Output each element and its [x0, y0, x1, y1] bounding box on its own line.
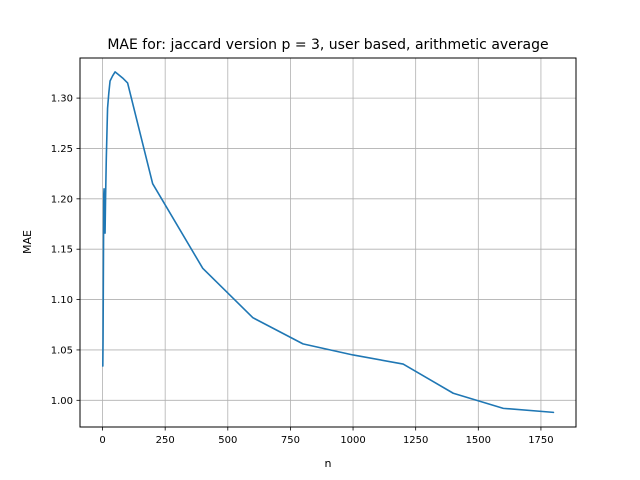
y-axis: 1.00 1.05 1.10 1.15 1.20 1.25 1.30: [51, 94, 80, 407]
y-tick-label: 1.05: [51, 345, 73, 356]
x-tick-label: 750: [281, 435, 300, 446]
series-layer: [102, 71, 555, 414]
x-tick-label: 1500: [466, 435, 491, 446]
x-axis-label: n: [325, 457, 332, 470]
x-tick-label: 500: [218, 435, 237, 446]
x-tick-label: 1000: [340, 435, 365, 446]
series-line: [102, 71, 555, 414]
x-axis: 0 250 500 750 1000 1250 1500 1750: [99, 427, 554, 446]
y-tick-label: 1.00: [51, 396, 73, 407]
plot-frame: [79, 57, 577, 428]
y-tick-label: 1.10: [51, 295, 73, 306]
x-tick-label: 1750: [528, 435, 553, 446]
grid: [80, 58, 576, 427]
y-tick-label: 1.15: [51, 245, 73, 256]
x-tick-label: 250: [156, 435, 175, 446]
x-tick-label: 1250: [403, 435, 428, 446]
y-axis-label: MAE: [21, 230, 34, 254]
chart-title: MAE for: jaccard version p = 3, user bas…: [107, 37, 548, 53]
y-tick-label: 1.30: [51, 94, 73, 105]
y-tick-label: 1.20: [51, 194, 73, 205]
x-tick-label: 0: [99, 435, 105, 446]
y-tick-label: 1.25: [51, 144, 73, 155]
